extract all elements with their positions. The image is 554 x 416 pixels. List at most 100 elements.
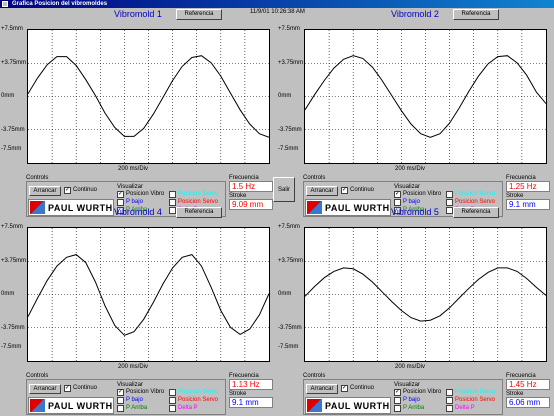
waveform-chart — [28, 228, 269, 361]
referencia-button[interactable]: Referencia — [176, 9, 222, 20]
posicion-servo-checkbox[interactable] — [446, 199, 453, 206]
pos-servo-top-checkbox[interactable] — [446, 191, 453, 198]
pos-servo-top-checkbox[interactable] — [169, 389, 176, 396]
continuo-checkbox[interactable]: ✓ — [341, 385, 348, 392]
timestamp: 11/9/01 10:26:38 AM — [250, 9, 305, 15]
pos-servo-top-label: Posicion Servo — [455, 191, 496, 197]
x-axis-label: 200 ms/Div — [395, 166, 426, 172]
posicion-servo-checkbox[interactable] — [169, 199, 176, 206]
waveform-chart — [305, 30, 546, 163]
referencia-button[interactable]: Referencia — [453, 9, 499, 20]
y-tick-label: 0mm — [278, 93, 292, 99]
position-series-line — [28, 254, 269, 336]
p-bajo-checkbox[interactable] — [394, 397, 401, 404]
y-tick-label: -7.5mm — [1, 146, 22, 152]
panel-title: Vibromold 4 — [114, 207, 162, 217]
frecuencia-label: Frecuencia — [506, 373, 536, 379]
stroke-label: Stroke — [506, 193, 524, 199]
stroke-label: Stroke — [229, 193, 247, 199]
arrancar-button[interactable]: Arrancar — [306, 384, 338, 394]
panel-title: Vibromold 1 — [114, 9, 162, 19]
waveform-plot — [27, 29, 270, 164]
y-tick-label: -3.75mm — [278, 325, 302, 331]
stroke-value: 9.1 mm — [506, 199, 550, 210]
p-arriba-checkbox[interactable] — [117, 207, 124, 214]
delta-p-checkbox[interactable] — [446, 207, 453, 214]
y-tick-label: +3.75mm — [278, 60, 304, 66]
frecuencia-value: 1.45 Hz — [506, 379, 550, 390]
logo-text: PAUL WURTH — [325, 203, 390, 213]
y-tick-label: -3.75mm — [278, 127, 302, 133]
salir-button[interactable]: Salir — [273, 177, 295, 202]
arrancar-button[interactable]: Arrancar — [306, 186, 338, 196]
posicion-vibro-checkbox[interactable]: ✓ — [117, 389, 124, 396]
arrancar-button[interactable]: Arrancar — [29, 186, 61, 196]
continuo-checkbox[interactable]: ✓ — [341, 187, 348, 194]
logo-mark-icon — [30, 201, 45, 214]
pos-servo-top-checkbox[interactable] — [446, 389, 453, 396]
visualizar-title: Visualizar — [117, 382, 143, 388]
posicion-vibro-checkbox[interactable]: ✓ — [394, 191, 401, 198]
continuo-label: Continuo — [350, 385, 375, 391]
visualizar-title: Visualizar — [117, 184, 143, 190]
p-arriba-checkbox[interactable] — [394, 405, 401, 412]
y-tick-label: 0mm — [278, 291, 292, 297]
app-icon — [2, 1, 8, 7]
window-title: Grafica Posicion del vibromoldes — [12, 1, 108, 7]
p-bajo-checkbox[interactable] — [394, 199, 401, 206]
pos-servo-top-label: Posicion Servo — [178, 191, 219, 197]
delta-p-checkbox[interactable] — [169, 405, 176, 412]
p-bajo-checkbox[interactable] — [117, 199, 124, 206]
delta-p-label: Delta P — [455, 405, 475, 411]
visualizar-title: Visualizar — [394, 184, 420, 190]
p-arriba-label: P Arriba — [403, 207, 425, 213]
p-bajo-label: P bajo — [403, 397, 420, 403]
readout-group: Frecuencia 1.45 Hz Stroke 6.06 mm — [506, 373, 554, 408]
frecuencia-value: 1.25 Hz — [506, 181, 550, 192]
logo-text: PAUL WURTH — [325, 401, 390, 411]
readout-group: Frecuencia 1.25 Hz Stroke 9.1 mm — [506, 175, 554, 210]
continuo-checkbox[interactable]: ✓ — [64, 187, 71, 194]
frecuencia-label: Frecuencia — [506, 175, 536, 181]
posicion-servo-checkbox[interactable] — [169, 397, 176, 404]
referencia-button[interactable]: Referencia — [176, 207, 222, 218]
posicion-servo-label: Posicion Servo — [455, 199, 496, 205]
arrancar-button[interactable]: Arrancar — [29, 384, 61, 394]
delta-p-checkbox[interactable] — [169, 207, 176, 214]
referencia-button[interactable]: Referencia — [453, 207, 499, 218]
posicion-servo-label: Posicion Servo — [178, 199, 219, 205]
logo-text: PAUL WURTH — [48, 401, 113, 411]
waveform-chart — [305, 228, 546, 361]
posicion-vibro-checkbox[interactable]: ✓ — [394, 389, 401, 396]
vibromold-panel-4: Vibromold 5 Referencia +7.5mm +3.75mm 0m… — [277, 206, 554, 415]
vibromold-panel-1: Vibromold 1 Referencia +7.5mm +3.75mm 0m… — [0, 8, 277, 217]
visualizar-group: Visualizar ✓ Posicion Vibro P bajo P Arr… — [117, 382, 227, 415]
frecuencia-value: 1.13 Hz — [229, 379, 273, 390]
p-bajo-label: P bajo — [126, 199, 143, 205]
y-tick-label: +3.75mm — [278, 258, 304, 264]
posicion-servo-checkbox[interactable] — [446, 397, 453, 404]
position-series-line — [305, 267, 546, 322]
posicion-vibro-checkbox[interactable]: ✓ — [117, 191, 124, 198]
posicion-servo-label: Posicion Servo — [455, 397, 496, 403]
p-arriba-checkbox[interactable] — [117, 405, 124, 412]
continuo-checkbox[interactable]: ✓ — [64, 385, 71, 392]
y-tick-label: +7.5mm — [278, 26, 300, 32]
vibromold-panel-2: Vibromold 2 Referencia +7.5mm +3.75mm 0m… — [277, 8, 554, 217]
posicion-vibro-label: Posicion Vibro — [126, 191, 165, 197]
waveform-plot — [27, 227, 270, 362]
p-arriba-checkbox[interactable] — [394, 207, 401, 214]
paul-wurth-logo: PAUL WURTH — [305, 397, 391, 414]
waveform-plot — [304, 227, 547, 362]
continuo-label: Continuo — [73, 385, 98, 391]
pos-servo-top-checkbox[interactable] — [169, 191, 176, 198]
readout-group: Frecuencia 1.13 Hz Stroke 9.1 mm — [229, 373, 277, 408]
delta-p-checkbox[interactable] — [446, 405, 453, 412]
paul-wurth-logo: PAUL WURTH — [28, 397, 114, 414]
p-bajo-label: P bajo — [126, 397, 143, 403]
pos-servo-top-label: Posicion Servo — [455, 389, 496, 395]
p-bajo-checkbox[interactable] — [117, 397, 124, 404]
position-series-line — [305, 55, 546, 138]
p-bajo-label: P bajo — [403, 199, 420, 205]
visualizar-group: Visualizar ✓ Posicion Vibro P bajo P Arr… — [394, 382, 504, 415]
